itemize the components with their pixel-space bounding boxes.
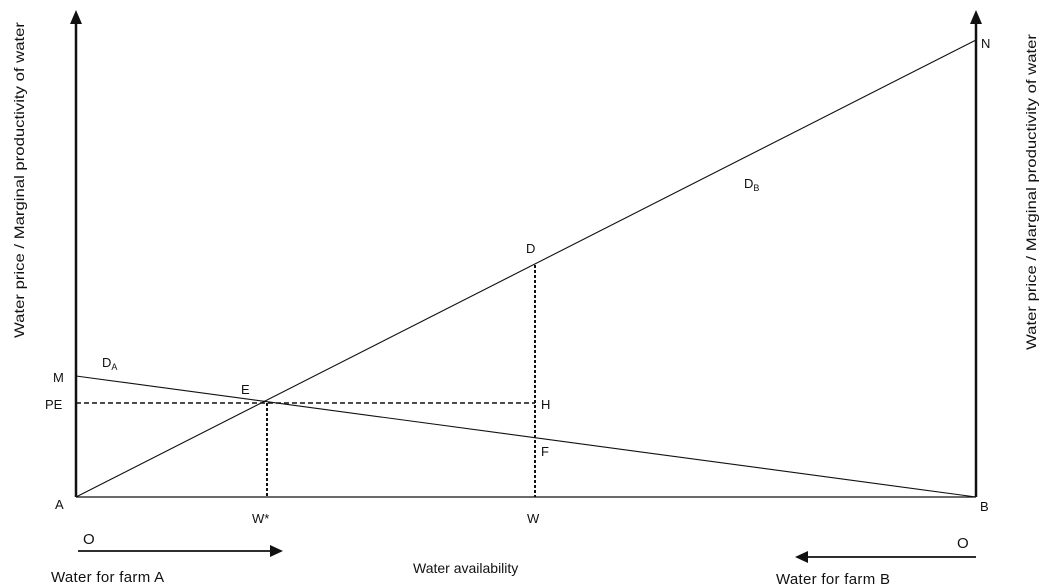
right-axis-label: Water price / Marginal productivity of w…	[1023, 34, 1039, 350]
right-axis-arrowhead	[970, 10, 982, 24]
label-e: E	[241, 382, 250, 397]
curve-label-da: DA	[102, 355, 117, 372]
label-m: M	[53, 370, 64, 385]
x-axis-label: Water availability	[413, 560, 518, 576]
label-pe: PE	[45, 397, 63, 412]
left-axis-label: Water price / Marginal productivity of w…	[11, 22, 27, 338]
label-w-star: W*	[252, 511, 269, 526]
label-b: B	[980, 499, 989, 514]
arrow-label-farm-a: Water for farm A	[51, 569, 164, 586]
arrow-farm-b-head	[795, 551, 808, 563]
left-axis-arrowhead	[70, 10, 82, 24]
origin-right: O	[957, 535, 969, 552]
label-d: D	[526, 241, 535, 256]
label-n: N	[981, 36, 990, 51]
label-w: W	[527, 511, 540, 526]
curve-label-db: DB	[744, 176, 759, 193]
arrow-label-farm-b: Water for farm B	[776, 571, 890, 588]
label-a: A	[55, 497, 64, 512]
demand-curve-farm-b	[75, 39, 977, 498]
origin-left: O	[83, 531, 95, 548]
label-h: H	[541, 397, 550, 412]
arrow-farm-a-head	[270, 545, 283, 557]
demand-curve-farm-a	[75, 375, 977, 498]
label-f: F	[541, 444, 549, 459]
